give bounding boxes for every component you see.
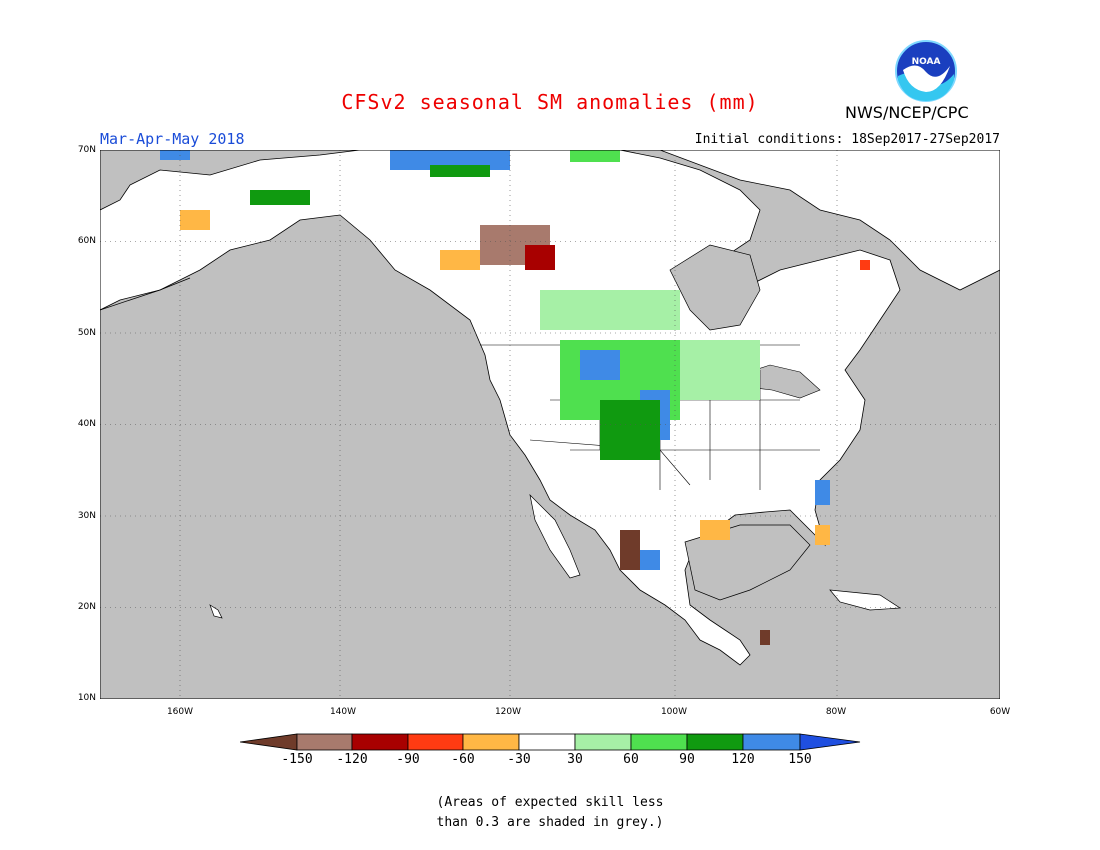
legend-swatch-120-150: [742, 733, 801, 751]
legend-swatch-90-60: [407, 733, 464, 751]
lat-label-50n: 50N: [77, 328, 96, 338]
lat-label-20n: 20N: [77, 602, 96, 612]
anomaly-map: [100, 150, 1000, 699]
lon-label-160w: 160W: [166, 707, 194, 717]
legend-swatch-60-90: [630, 733, 688, 751]
lon-label-60w: 60W: [989, 707, 1011, 717]
legend-label-150: 150: [788, 752, 812, 767]
anomaly-patches: [160, 150, 870, 645]
lat-label-60n: 60N: [77, 236, 96, 246]
land-cuba: [829, 589, 902, 611]
legend-swatch-neutral: [518, 733, 576, 751]
lon-label-100w: 100W: [660, 707, 688, 717]
legend-label-120: 120: [731, 752, 755, 767]
noaa-logo-text: NOAA: [912, 57, 941, 67]
initial-conditions: Initial conditions: 18Sep2017-27Sep2017: [694, 132, 1000, 147]
lon-label-120w: 120W: [494, 707, 522, 717]
legend-label-30: 30: [567, 752, 583, 767]
legend-swatch-30-60: [574, 733, 632, 751]
legend-label-m150: -150: [281, 752, 313, 767]
agency-label: NWS/NCEP/CPC: [845, 103, 969, 122]
legend-swatch-lt-150: [240, 733, 298, 751]
legend-swatch-120-90: [351, 733, 409, 751]
legend-label-m90: -90: [396, 752, 420, 767]
lon-label-140w: 140W: [329, 707, 357, 717]
legend-swatch-gt-150: [799, 733, 861, 751]
lon-label-80w: 80W: [825, 707, 847, 717]
lat-label-70n: 70N: [77, 145, 96, 155]
legend-label-m60: -60: [451, 752, 475, 767]
hudson-bay: [669, 244, 761, 331]
land-hawaii: [209, 604, 223, 619]
forecast-period: Mar-Apr-May 2018: [100, 130, 245, 148]
skill-note: (Areas of expected skill less than 0.3 a…: [0, 793, 1100, 833]
skill-note-line1: (Areas of expected skill less: [436, 795, 664, 810]
map-title: CFSv2 seasonal SM anomalies (mm): [341, 90, 759, 114]
skill-note-line2: than 0.3 are shaded in grey.): [436, 815, 664, 830]
legend-swatch-60-30: [462, 733, 520, 751]
legend-swatch-90-120: [686, 733, 744, 751]
legend-label-m120: -120: [336, 752, 368, 767]
lat-label-40n: 40N: [77, 419, 96, 429]
land-arctic-islands: [659, 150, 1000, 291]
gulf-of-mexico: [684, 524, 811, 601]
lat-label-10n: 10N: [77, 693, 96, 703]
graticule: [100, 150, 1000, 699]
legend-swatch-150-120: [296, 733, 353, 751]
noaa-logo: NOAA: [895, 40, 957, 102]
legend-label-90: 90: [679, 752, 695, 767]
land-baja: [529, 493, 581, 579]
legend-label-60: 60: [623, 752, 639, 767]
legend-label-m30: -30: [507, 752, 531, 767]
land-aleutians: [100, 277, 191, 311]
color-legend: [240, 733, 861, 751]
lat-label-30n: 30N: [77, 511, 96, 521]
